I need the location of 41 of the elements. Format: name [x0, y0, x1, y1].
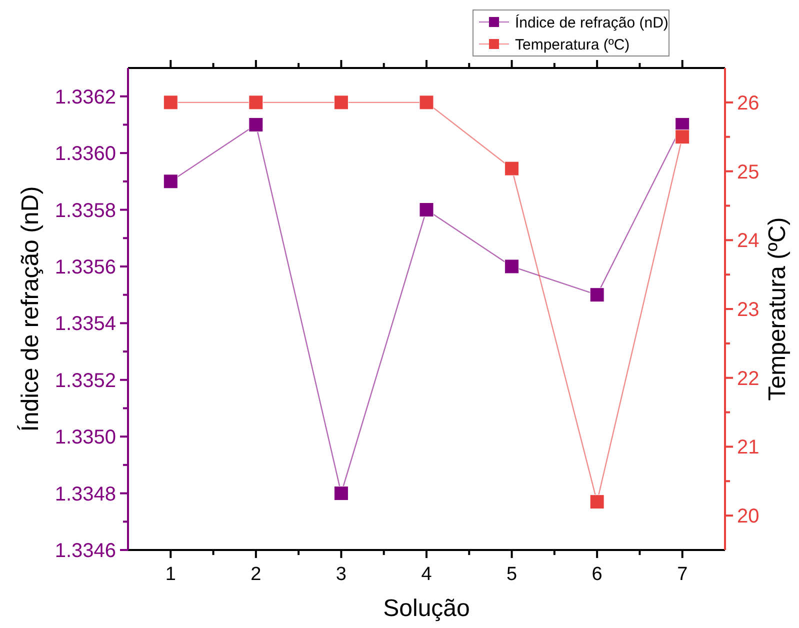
point — [590, 288, 604, 302]
y-axis-title: Índice de refração (nD) — [17, 186, 44, 432]
y-tick-label: 1.3358 — [54, 200, 116, 222]
point — [163, 95, 178, 110]
y-tick-label: 1.3350 — [54, 426, 116, 449]
point — [504, 161, 520, 176]
y2-tick-label: 23 — [737, 299, 760, 321]
y2-tick-label: 26 — [737, 92, 760, 114]
x-tick-label: 6 — [592, 564, 602, 585]
x-tick-label: 2 — [250, 564, 262, 585]
point — [675, 130, 690, 144]
y2-tick-label: 20 — [737, 506, 760, 528]
y-tick-label: 1.3352 — [54, 370, 116, 392]
y-tick-label: 1.3348 — [54, 483, 116, 506]
y-tick-label: 1.3362 — [54, 86, 116, 108]
x-tick-label: 1 — [165, 564, 176, 585]
x-tick-label: 4 — [421, 564, 432, 585]
point — [419, 95, 434, 110]
y2-tick-label: 25 — [737, 161, 760, 184]
point — [504, 259, 520, 274]
point — [248, 117, 264, 132]
legend-label: Índice de refração (nD) — [515, 13, 668, 32]
y2-tick-label: 21 — [737, 436, 760, 459]
point — [334, 95, 348, 110]
x-tick-label: 5 — [506, 564, 518, 585]
x-tick-label: 7 — [677, 564, 688, 585]
y2-axis-title: Temperatura (ºC) — [764, 217, 791, 401]
y2-tick-label: 24 — [737, 230, 760, 252]
y2-tick-label: 22 — [737, 368, 760, 390]
point — [419, 202, 434, 218]
y-tick-label: 1.3356 — [54, 256, 116, 278]
x-axis-title: Solução — [383, 595, 470, 622]
point — [334, 486, 348, 501]
legend-label: Temperatura (ºC) — [515, 36, 630, 54]
point — [163, 174, 178, 189]
x-tick-label: 3 — [336, 564, 347, 585]
y-tick-label: 1.3354 — [54, 313, 116, 336]
point — [590, 494, 604, 510]
y-tick-label: 1.3360 — [54, 143, 116, 166]
y-tick-label: 1.3346 — [54, 540, 116, 562]
point — [248, 95, 264, 110]
